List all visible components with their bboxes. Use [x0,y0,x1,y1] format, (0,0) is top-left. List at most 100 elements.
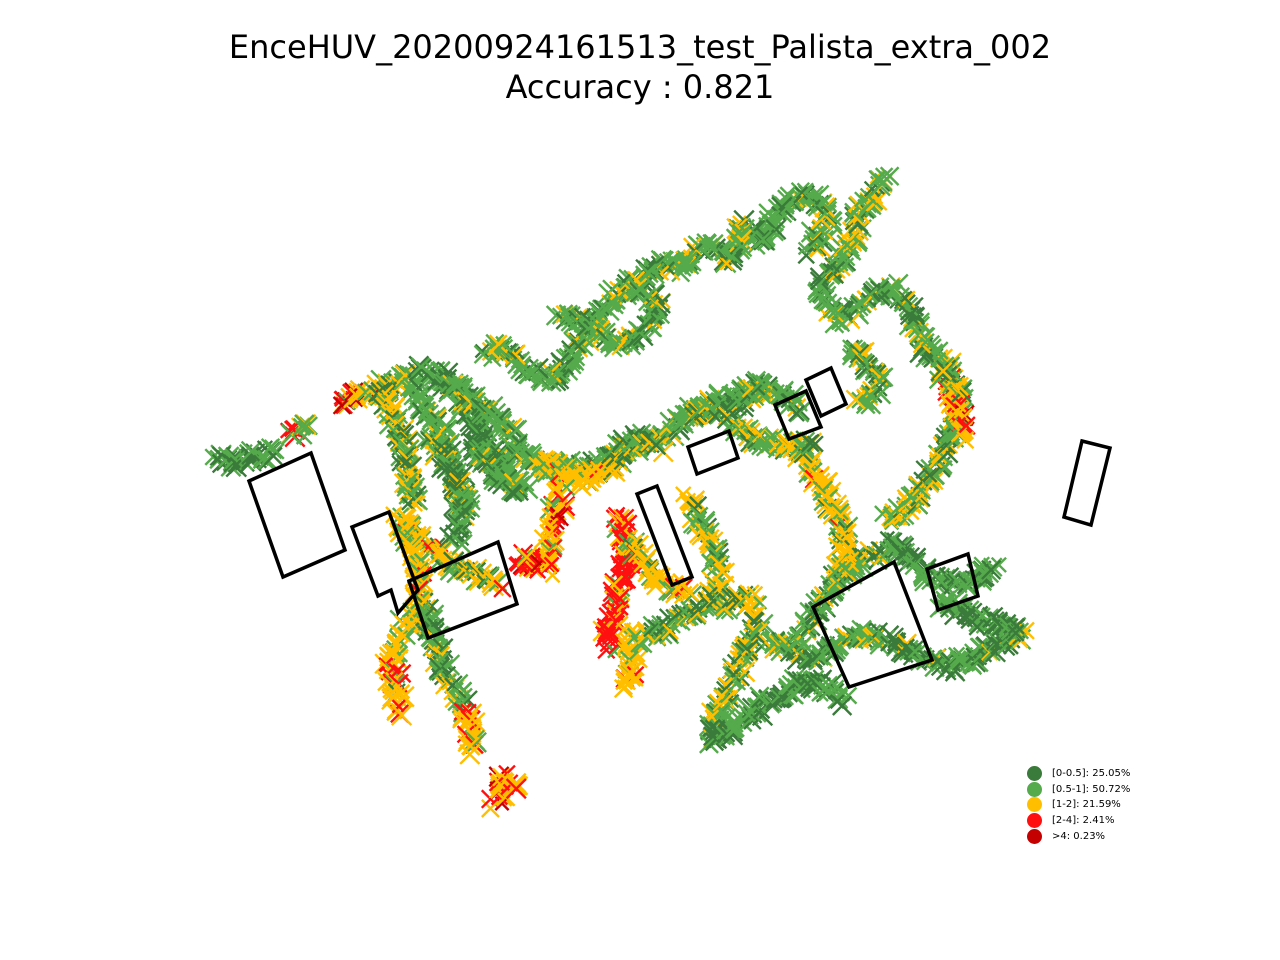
marker-class-1-2 [933,361,953,381]
legend-swatch [1027,797,1042,813]
marker-class-0.5-1 [451,533,473,556]
marker-class-0-0.5 [436,457,458,479]
marker-class-1-2 [543,553,558,568]
legend-label: [1-2]: 21.59% [1052,799,1121,811]
marker-class-1-2 [504,774,527,797]
marker-class-0.5-1 [777,396,799,418]
legend-label: [2-4]: 2.41% [1052,815,1115,827]
marker-class-1-2 [388,633,406,652]
obstacle-6 [772,388,824,442]
legend-item-0-0.5: [0-0.5]: 25.05% [1024,766,1130,782]
legend: [0-0.5]: 25.05% [0.5-1]: 50.72% [1-2]: 2… [1024,766,1130,844]
legend-item-1-2: [1-2]: 21.59% [1024,797,1130,813]
marker-class-0.5-1 [625,282,646,303]
marker-class-0.5-1 [630,279,651,300]
marker-class-0-0.5 [797,246,815,265]
obstacle-3 [406,539,520,641]
marker-class-0-0.5 [439,526,461,548]
marker-class-0-0.5 [1003,638,1019,655]
marker-class-0.5-1 [621,431,644,453]
marker-class-0.5-1 [398,439,420,461]
chart-title: EnceHUV_20200924161513_test_Palista_extr… [228,28,1052,66]
obstacle-outlines [246,365,1113,690]
marker-class-1-2 [629,672,644,687]
marker-class-0.5-1 [294,414,315,435]
obstacle-1 [246,450,348,580]
marker-class-0.5-1 [826,564,843,581]
marker-class-0-0.5 [779,646,796,663]
legend-item-gt-4: >4: 0.23% [1024,828,1130,844]
marker-class-1-2 [460,736,480,756]
marker-class-0-0.5 [1007,624,1025,642]
marker-class-0.5-1 [836,234,858,256]
marker-class-0.5-1 [860,393,882,415]
marker-class-0.5-1 [990,556,1007,573]
marker-class-1-2 [516,546,537,568]
marker-class-0-0.5 [905,547,927,569]
marker-class-1-2 [680,583,700,602]
marker-class-0-0.5 [922,467,938,483]
marker-class-1-2 [646,571,664,590]
legend-label: [0.5-1]: 50.72% [1052,783,1131,795]
marker-class-0.5-1 [394,525,415,547]
marker-class-1-2 [616,679,634,696]
marker-class-0-0.5 [968,618,986,636]
marker-class-0-0.5 [1007,617,1025,635]
legend-swatch [1027,766,1042,782]
marker-class-0.5-1 [879,166,900,186]
marker-class-2-4 [616,567,633,584]
marker-class-1-2 [841,541,857,557]
marker-class-2-4 [493,579,512,598]
marker-class-1-2 [713,562,732,581]
marker-class-0.5-1 [781,674,801,694]
marker-class-0.5-1 [808,232,825,249]
marker-class-1-2 [459,743,481,765]
obstacle-7 [803,365,849,419]
marker-class-0-0.5 [646,435,667,456]
marker-class-0.5-1 [851,391,869,409]
chart-subtitle: Accuracy : 0.821 [505,68,775,106]
scatter-markers [204,166,1035,818]
marker-class-0.5-1 [449,518,464,533]
marker-class-0-0.5 [400,496,415,511]
marker-class-2-4 [597,640,616,660]
marker-class-1-2 [738,595,757,614]
marker-class-0-0.5 [223,453,242,473]
marker-class-1-2 [627,672,642,687]
marker-class-0-0.5 [793,185,809,201]
legend-item-2-4: [2-4]: 2.41% [1024,813,1130,829]
marker-class-0.5-1 [465,731,487,753]
marker-class-0-0.5 [903,642,921,661]
marker-class-0.5-1 [848,230,869,251]
marker-class-0-0.5 [831,695,853,716]
obstacle-2 [349,509,421,617]
obstacle-9 [924,551,981,613]
marker-class-0-0.5 [799,620,817,637]
legend-swatch [1027,781,1042,797]
marker-class-1-2 [405,494,424,512]
obstacle-5 [685,428,741,477]
marker-class-0-0.5 [806,435,824,453]
marker-class-0.5-1 [510,359,531,380]
marker-class-0.5-1 [763,430,778,445]
marker-class-0.5-1 [874,167,894,186]
legend-swatch [1027,813,1042,829]
marker-class-0.5-1 [749,686,770,707]
marker-class-1-2 [384,683,401,701]
legend-label: >4: 0.23% [1052,830,1106,842]
marker-class-0.5-1 [788,626,806,644]
marker-class-0-0.5 [503,483,522,502]
legend-label: [0-0.5]: 25.05% [1052,768,1131,780]
marker-class-0-0.5 [788,405,805,422]
marker-class-1-2 [627,544,647,564]
marker-class-0.5-1 [751,372,771,393]
marker-class-1-2 [382,686,404,708]
marker-class-0.5-1 [839,686,858,705]
marker-class-2-4 [956,416,976,436]
marker-class-1-2 [779,438,795,455]
obstacle-10 [1061,438,1113,528]
marker-class-1-2 [540,555,558,573]
marker-class-0.5-1 [831,502,850,522]
marker-class-1-2 [492,767,511,787]
marker-class-2-4 [391,699,406,714]
